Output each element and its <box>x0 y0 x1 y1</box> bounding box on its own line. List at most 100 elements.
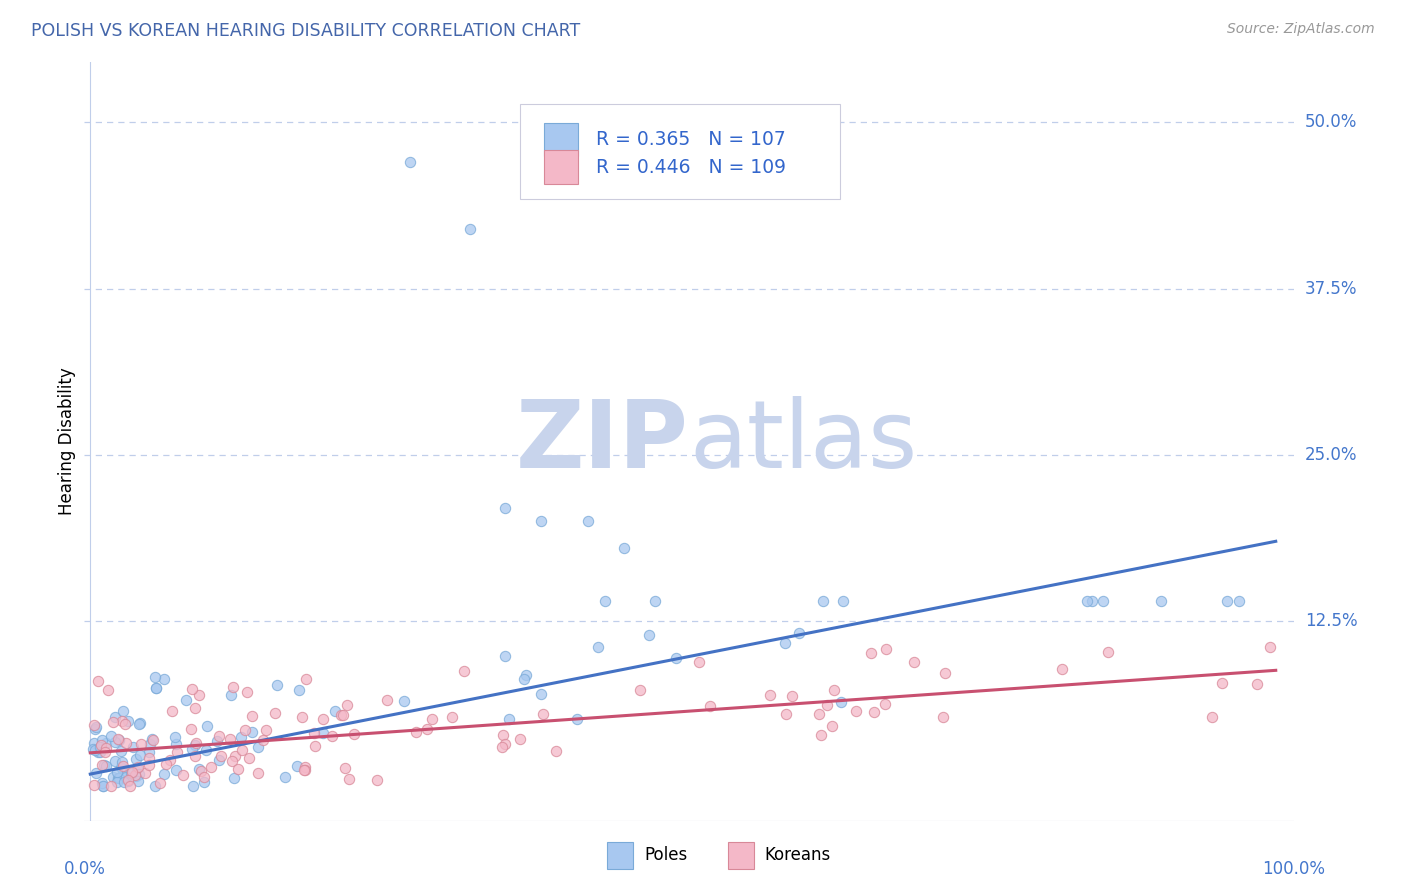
Point <box>458 221 481 235</box>
Point <box>112 765 135 780</box>
Point <box>208 753 231 767</box>
Point <box>82 741 104 756</box>
Text: 50.0%: 50.0% <box>1305 113 1357 131</box>
Point <box>513 672 536 686</box>
Point <box>266 678 288 692</box>
Point <box>111 755 134 769</box>
Point <box>780 690 803 704</box>
Point <box>188 688 211 702</box>
Point <box>233 723 256 738</box>
Point <box>1081 594 1104 608</box>
Point <box>166 745 188 759</box>
Text: ZIP: ZIP <box>516 395 689 488</box>
Point <box>155 756 177 771</box>
Point <box>209 749 232 764</box>
Point <box>247 739 270 754</box>
Point <box>1052 662 1074 676</box>
Point <box>114 735 136 749</box>
Point <box>159 753 181 767</box>
Point <box>134 766 156 780</box>
Point <box>329 708 352 723</box>
Point <box>195 718 218 732</box>
Point <box>292 763 315 777</box>
Point <box>294 764 316 778</box>
Point <box>112 774 135 789</box>
Point <box>222 772 245 786</box>
Text: Koreans: Koreans <box>765 847 831 864</box>
Point <box>181 779 204 793</box>
Point <box>100 729 122 743</box>
Point <box>108 771 131 785</box>
Point <box>576 514 599 528</box>
Point <box>228 762 250 776</box>
Point <box>235 685 257 699</box>
Point <box>240 709 263 723</box>
Point <box>110 744 132 758</box>
Point <box>91 757 114 772</box>
Point <box>441 710 464 724</box>
Point <box>131 737 153 751</box>
Point <box>153 767 176 781</box>
Text: R = 0.365   N = 107: R = 0.365 N = 107 <box>596 130 786 149</box>
Point <box>294 759 316 773</box>
FancyBboxPatch shape <box>520 104 841 199</box>
Point <box>205 734 228 748</box>
Point <box>107 732 129 747</box>
Point <box>494 648 516 663</box>
Point <box>172 768 194 782</box>
Point <box>665 651 688 665</box>
Point <box>190 764 212 779</box>
Point <box>141 731 163 746</box>
Point <box>187 762 209 776</box>
Point <box>101 770 124 784</box>
Point <box>219 688 242 702</box>
Point <box>773 636 796 650</box>
Point <box>87 674 110 689</box>
Point <box>238 750 260 764</box>
Point <box>392 694 415 708</box>
Point <box>138 751 160 765</box>
Point <box>84 720 107 734</box>
Point <box>94 745 117 759</box>
Point <box>117 774 139 789</box>
Point <box>1097 645 1119 659</box>
Point <box>163 730 186 744</box>
Point <box>1150 594 1173 608</box>
Point <box>90 732 112 747</box>
Point <box>110 759 132 773</box>
Point <box>285 758 308 772</box>
Point <box>688 656 710 670</box>
Point <box>1076 594 1098 608</box>
Point <box>416 722 439 736</box>
Point <box>142 732 165 747</box>
Text: Source: ZipAtlas.com: Source: ZipAtlas.com <box>1227 22 1375 37</box>
Point <box>181 681 204 696</box>
Point <box>565 712 588 726</box>
Text: 100.0%: 100.0% <box>1263 860 1324 878</box>
Point <box>112 759 135 773</box>
Point <box>222 680 245 694</box>
Point <box>111 714 134 729</box>
Point <box>815 698 838 712</box>
Point <box>586 640 609 655</box>
Point <box>323 705 346 719</box>
Point <box>375 693 398 707</box>
Point <box>1216 594 1239 608</box>
Point <box>860 646 883 660</box>
Point <box>121 739 143 754</box>
Text: 0.0%: 0.0% <box>63 860 105 878</box>
Point <box>845 704 868 718</box>
Point <box>180 742 202 756</box>
Point <box>149 776 172 790</box>
Point <box>184 736 207 750</box>
Point <box>405 724 427 739</box>
Point <box>638 628 661 642</box>
Point <box>229 730 252 744</box>
Point <box>593 594 616 608</box>
Point <box>108 733 131 747</box>
Point <box>104 734 127 748</box>
Point <box>903 655 925 669</box>
Point <box>93 757 115 772</box>
Point <box>492 728 515 742</box>
Point <box>91 775 114 789</box>
